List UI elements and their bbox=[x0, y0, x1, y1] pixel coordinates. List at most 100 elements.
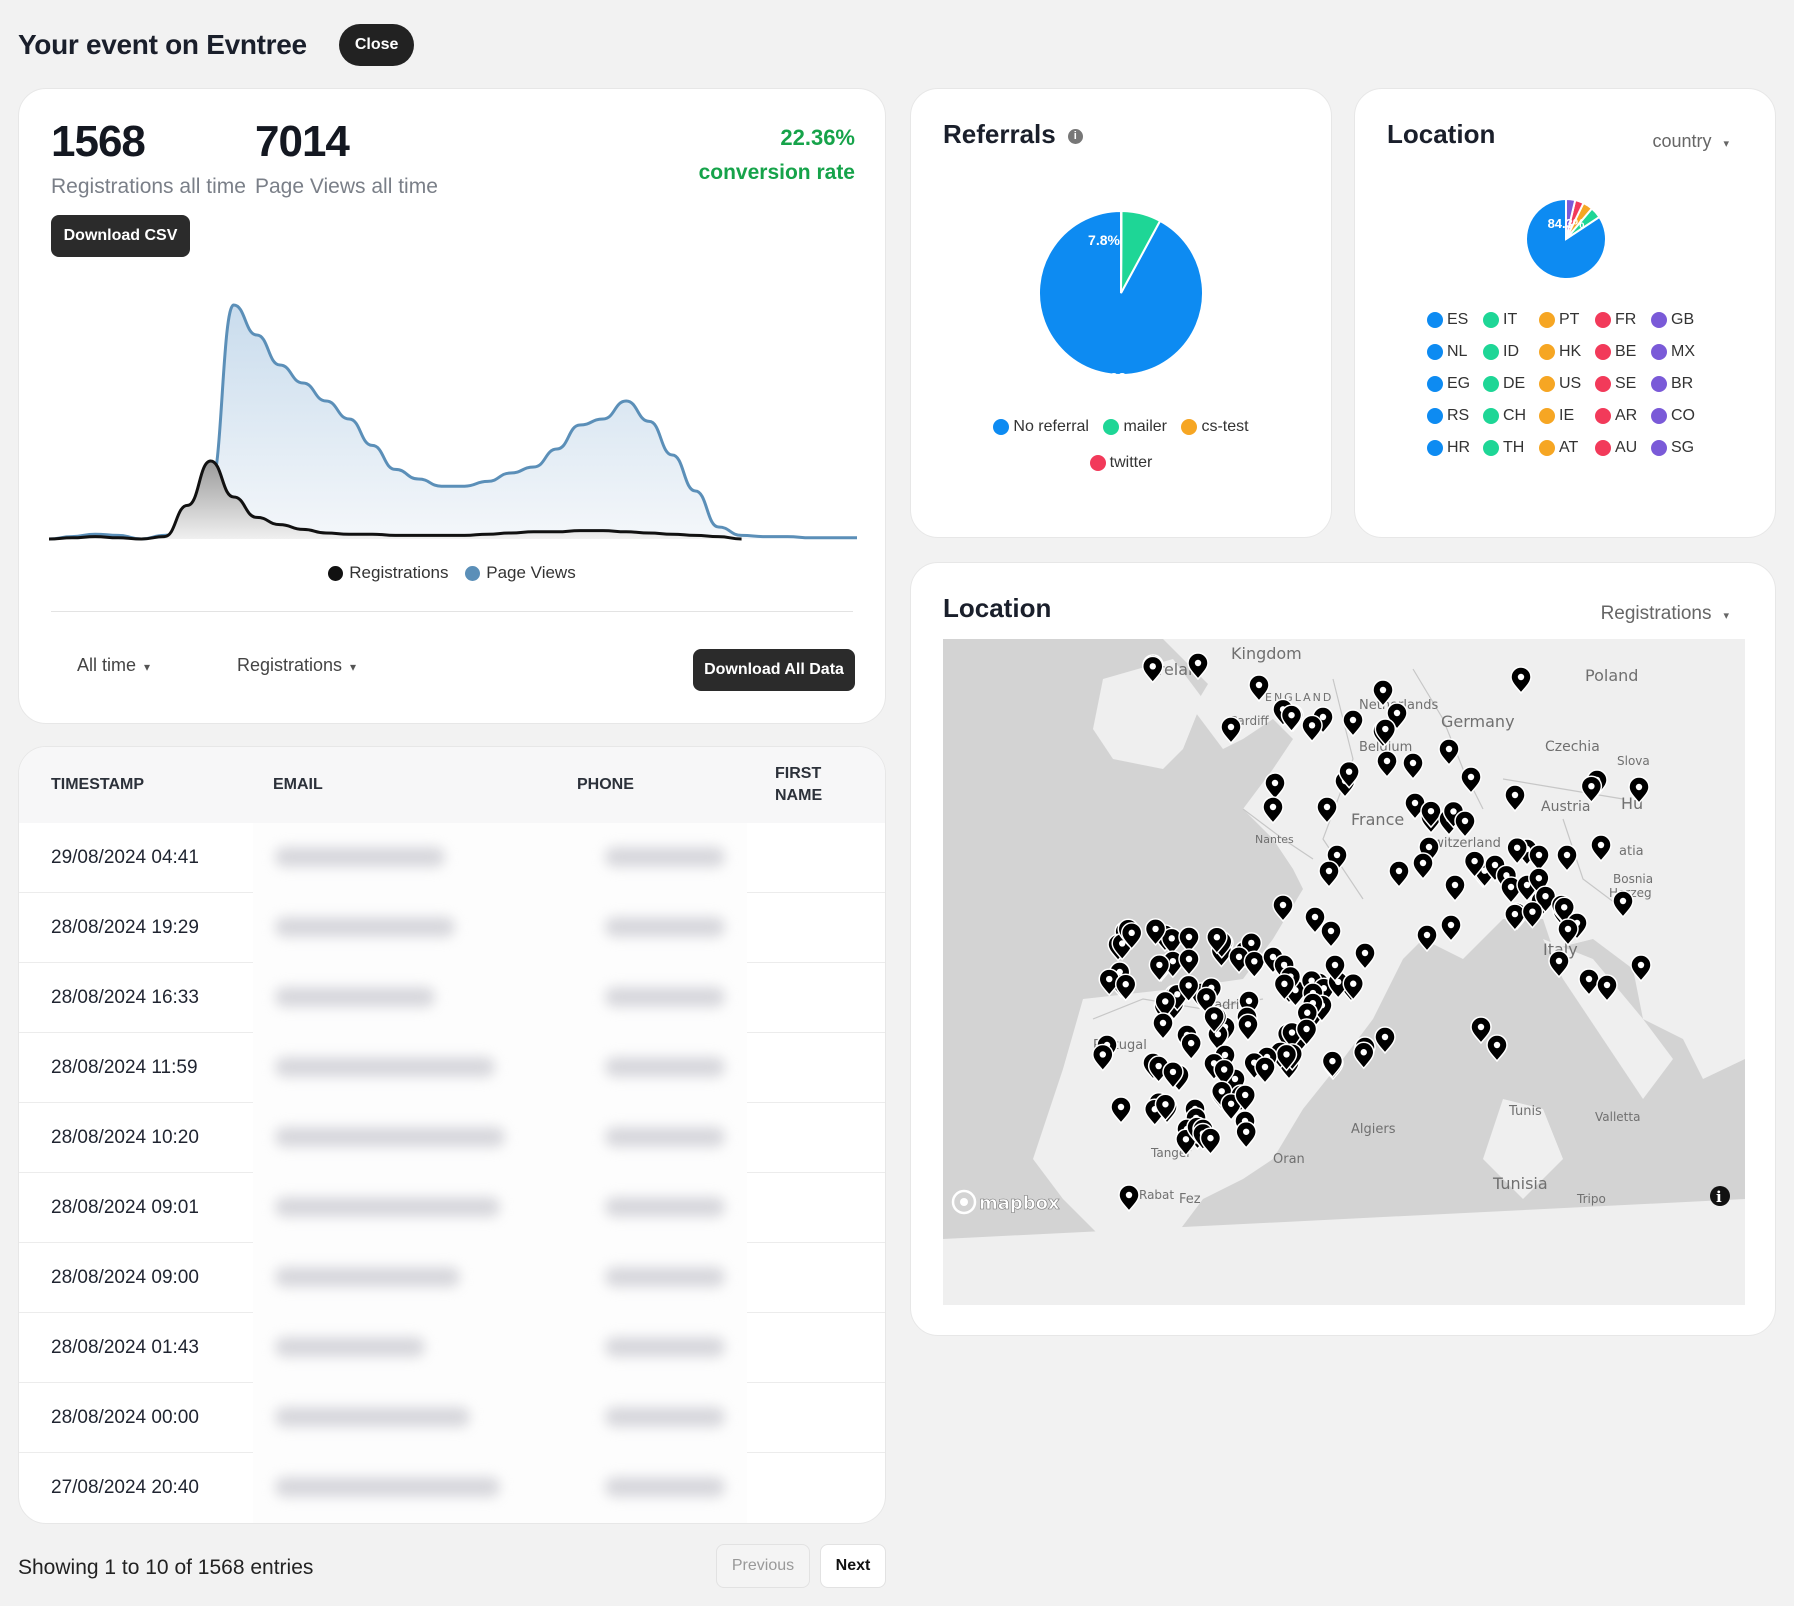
map-marker[interactable] bbox=[1272, 894, 1294, 923]
legend-item-it[interactable]: IT bbox=[1483, 311, 1539, 329]
map-marker[interactable] bbox=[1374, 718, 1397, 747]
map-marker[interactable] bbox=[1612, 890, 1634, 919]
table-row[interactable]: 28/08/2024 19:29 bbox=[19, 893, 885, 963]
map-marker[interactable] bbox=[1110, 1096, 1132, 1125]
map-marker[interactable] bbox=[1440, 914, 1462, 943]
map-marker[interactable] bbox=[1506, 837, 1528, 865]
map-marker[interactable] bbox=[1470, 1016, 1492, 1045]
table-row[interactable]: 28/08/2024 09:01 bbox=[19, 1173, 885, 1243]
map-marker[interactable] bbox=[1342, 972, 1364, 1001]
legend-item-hr[interactable]: HR bbox=[1427, 439, 1483, 457]
table-row[interactable]: 28/08/2024 11:59 bbox=[19, 1033, 885, 1103]
map-marker[interactable] bbox=[1402, 752, 1424, 781]
map-marker[interactable] bbox=[1510, 666, 1532, 695]
legend-item-ar[interactable]: AR bbox=[1595, 407, 1651, 425]
map-marker[interactable] bbox=[1114, 973, 1137, 1002]
map-marker[interactable] bbox=[1628, 776, 1650, 805]
legend-item-sg[interactable]: SG bbox=[1651, 439, 1707, 457]
map-marker[interactable] bbox=[1203, 1005, 1225, 1034]
map-marker[interactable] bbox=[1295, 1018, 1318, 1047]
map-marker[interactable] bbox=[1301, 714, 1323, 743]
legend-item-br[interactable]: BR bbox=[1651, 375, 1707, 393]
map-canvas[interactable]: Kingdom Poland Germany Netherlands Belgi… bbox=[943, 639, 1745, 1305]
map-marker[interactable] bbox=[1412, 852, 1434, 881]
table-row[interactable]: 28/08/2024 00:00 bbox=[19, 1383, 885, 1453]
legend-item-th[interactable]: TH bbox=[1483, 439, 1539, 457]
map-marker[interactable] bbox=[1234, 1084, 1256, 1113]
map-marker[interactable] bbox=[1504, 903, 1526, 932]
column-header-timestamp[interactable]: TIMESTAMP bbox=[51, 776, 145, 793]
map-marker[interactable] bbox=[1324, 954, 1346, 983]
map-marker[interactable] bbox=[1160, 927, 1183, 956]
map-marker[interactable] bbox=[1154, 1093, 1177, 1122]
map-marker[interactable] bbox=[1342, 709, 1364, 738]
close-button[interactable]: Close bbox=[338, 24, 415, 66]
table-row[interactable]: 28/08/2024 10:20 bbox=[19, 1103, 885, 1173]
map-marker[interactable] bbox=[1500, 876, 1522, 905]
map-marker[interactable] bbox=[1590, 834, 1612, 863]
map-marker[interactable] bbox=[1144, 918, 1167, 947]
table-row[interactable]: 28/08/2024 09:00 bbox=[19, 1243, 885, 1313]
legend-item-de[interactable]: DE bbox=[1483, 375, 1539, 393]
legend-item-co[interactable]: CO bbox=[1651, 407, 1707, 425]
legend-item-nl[interactable]: NL bbox=[1427, 343, 1483, 361]
map-marker[interactable] bbox=[1630, 954, 1652, 983]
map-marker[interactable] bbox=[1120, 922, 1143, 950]
map-marker[interactable] bbox=[1596, 974, 1618, 1003]
map-marker[interactable] bbox=[1178, 948, 1200, 977]
map-marker[interactable] bbox=[1264, 772, 1286, 801]
column-header-phone[interactable]: PHONE bbox=[577, 776, 634, 793]
map-marker[interactable] bbox=[1404, 792, 1426, 821]
map-marker[interactable] bbox=[1262, 796, 1284, 825]
legend-item-no-referral[interactable]: No referral bbox=[993, 411, 1089, 443]
map-marker[interactable] bbox=[1199, 1127, 1222, 1156]
legend-item-us[interactable]: US bbox=[1539, 375, 1595, 393]
series-line-registrations[interactable] bbox=[49, 459, 742, 541]
map-metric-select[interactable]: Registrations ▾ bbox=[1601, 603, 1729, 625]
legend-item-se[interactable]: SE bbox=[1595, 375, 1651, 393]
map-marker[interactable] bbox=[1460, 766, 1482, 795]
legend-item-pt[interactable]: PT bbox=[1539, 311, 1595, 329]
map-marker[interactable] bbox=[1454, 810, 1476, 839]
map-marker[interactable] bbox=[1580, 775, 1603, 804]
map-marker[interactable] bbox=[1548, 950, 1570, 979]
map-marker[interactable] bbox=[1557, 918, 1579, 947]
download-all-data-button[interactable]: Download All Data bbox=[693, 649, 855, 691]
previous-page-button[interactable]: Previous bbox=[716, 1544, 810, 1588]
map-marker[interactable] bbox=[1444, 874, 1466, 903]
map-marker[interactable] bbox=[1177, 974, 1200, 1003]
legend-item-au[interactable]: AU bbox=[1595, 439, 1651, 457]
map-marker[interactable] bbox=[1237, 1013, 1259, 1042]
table-row[interactable]: 29/08/2024 04:41 bbox=[19, 823, 885, 893]
map-marker[interactable] bbox=[1092, 1043, 1114, 1072]
info-icon[interactable]: i bbox=[1710, 1186, 1730, 1206]
map-marker[interactable] bbox=[1304, 906, 1326, 935]
legend-item-be[interactable]: BE bbox=[1595, 343, 1651, 361]
map-marker[interactable] bbox=[1213, 1058, 1235, 1087]
legend-item-pageviews[interactable]: Page Views bbox=[465, 563, 576, 583]
map-marker[interactable] bbox=[1528, 844, 1550, 873]
legend-item-twitter[interactable]: twitter bbox=[1089, 447, 1152, 479]
legend-item-ie[interactable]: IE bbox=[1539, 407, 1595, 425]
map-marker[interactable] bbox=[1273, 973, 1296, 1002]
legend-item-mx[interactable]: MX bbox=[1651, 343, 1707, 361]
column-header-email[interactable]: EMAIL bbox=[273, 776, 323, 793]
legend-item-rs[interactable]: RS bbox=[1427, 407, 1483, 425]
map-marker[interactable] bbox=[1321, 1050, 1344, 1079]
mapbox-logo[interactable]: mapbox bbox=[951, 1189, 1060, 1214]
legend-item-mailer[interactable]: mailer bbox=[1103, 411, 1167, 443]
legend-item-id[interactable]: ID bbox=[1483, 343, 1539, 361]
map-marker[interactable] bbox=[1206, 926, 1228, 955]
legend-item-registrations[interactable]: Registrations bbox=[328, 563, 449, 583]
map-marker[interactable] bbox=[1376, 750, 1398, 779]
table-row[interactable]: 28/08/2024 01:43 bbox=[19, 1313, 885, 1383]
time-range-select[interactable]: All time ▾ bbox=[77, 655, 150, 676]
map-marker[interactable] bbox=[1556, 844, 1578, 873]
column-header-first-name[interactable]: FIRST NAME bbox=[775, 747, 822, 823]
map-marker[interactable] bbox=[1162, 1061, 1184, 1090]
map-marker[interactable] bbox=[1416, 924, 1438, 953]
map-marker[interactable] bbox=[1154, 990, 1177, 1019]
info-icon[interactable]: i bbox=[1067, 128, 1083, 144]
pie-slice-gb[interactable] bbox=[1565, 197, 1577, 240]
map-marker[interactable] bbox=[1142, 655, 1164, 684]
